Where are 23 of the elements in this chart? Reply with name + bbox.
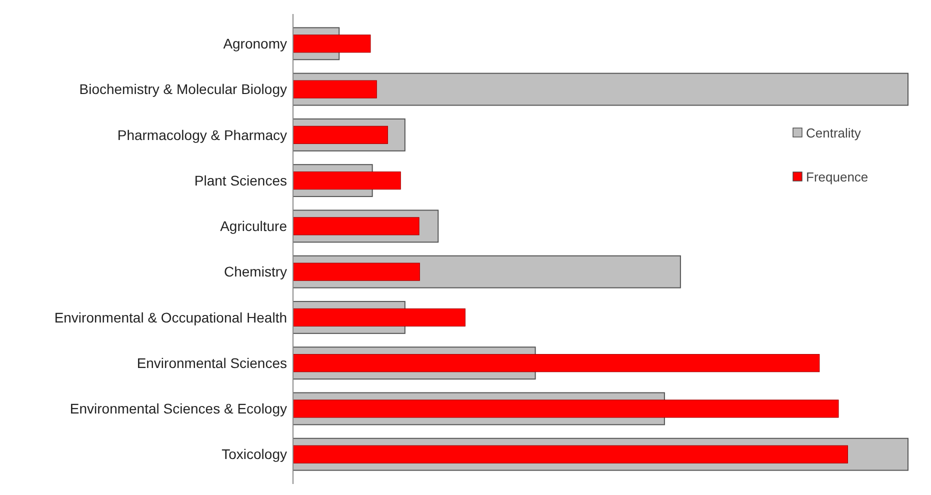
y-tick-label: Chemistry (224, 264, 287, 280)
bar (292, 308, 466, 326)
y-tick-label: Environmental & Occupational Health (54, 309, 287, 326)
y-tick-label: Pharmacology & Pharmacy (117, 126, 287, 143)
y-tick-label: Plant Sciences (194, 172, 287, 188)
bar (292, 80, 377, 98)
y-tick-label: Agriculture (220, 218, 288, 234)
bar (292, 400, 839, 418)
y-tick-label: Toxicology (222, 446, 287, 462)
bar (292, 262, 420, 281)
bar (292, 34, 371, 53)
bar (292, 354, 820, 372)
legend-label: Centrality (806, 126, 862, 141)
legend-label: Frequence (806, 170, 868, 185)
bar (292, 126, 388, 144)
bar (292, 445, 848, 464)
y-tick-label: Biochemistry & Molecular Biology (79, 81, 287, 98)
y-tick-label: Environmental Sciences (136, 354, 287, 371)
bar (292, 72, 908, 106)
y-tick-label: Agronomy (223, 36, 287, 52)
bar (292, 217, 420, 236)
bar (292, 172, 401, 190)
y-tick-label: Environmental Sciences & Ecology (70, 400, 287, 417)
